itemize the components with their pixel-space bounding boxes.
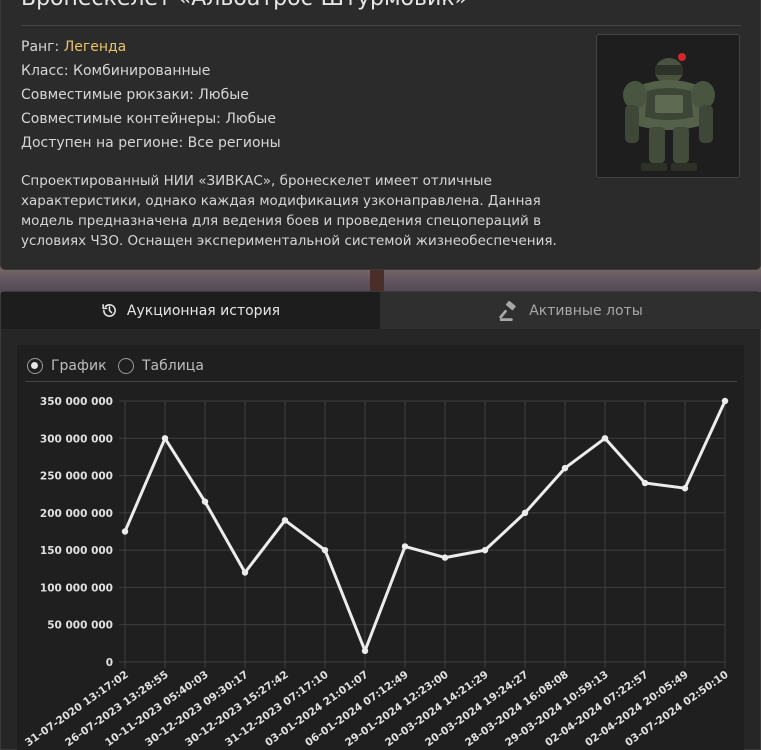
view-chart-label: График bbox=[51, 358, 107, 374]
data-point bbox=[361, 647, 369, 655]
radio-checked-icon bbox=[27, 358, 43, 374]
data-point bbox=[601, 435, 609, 442]
data-point bbox=[521, 509, 529, 517]
item-description: Спроектированный НИИ «ЗИВКАС», бронескел… bbox=[21, 173, 557, 249]
y-tick-label: 300 000 000 bbox=[40, 433, 113, 445]
history-panel: Аукционная история Активные лоты График … bbox=[0, 291, 761, 750]
data-point bbox=[641, 479, 649, 487]
backpacks-row: Совместимые рюкзаки: Любые bbox=[21, 87, 249, 103]
data-point bbox=[321, 546, 329, 554]
tab-active-lots[interactable]: Активные лоты bbox=[380, 292, 761, 329]
view-table-label: Таблица bbox=[142, 358, 204, 374]
view-table-radio[interactable]: Таблица bbox=[118, 358, 204, 374]
background-tower bbox=[370, 263, 384, 293]
history-icon bbox=[102, 304, 116, 317]
data-point bbox=[161, 435, 169, 442]
containers-row: Совместимые контейнеры: Любые bbox=[21, 111, 276, 127]
chart-card: График Таблица 0 50 000 000 100 000 000 150… bbox=[17, 345, 744, 750]
price-history-chart: 0 50 000 000 100 000 000 150 000 000 200 000… bbox=[23, 396, 731, 749]
data-point bbox=[721, 397, 729, 405]
radio-unchecked-icon bbox=[118, 358, 134, 374]
tab-auction-history-label: Аукционная история bbox=[126, 302, 281, 319]
data-point bbox=[121, 528, 129, 535]
tab-auction-history[interactable]: Аукционная история bbox=[1, 292, 380, 329]
data-point bbox=[441, 554, 449, 561]
y-tick-label: 0 bbox=[106, 657, 113, 669]
data-point bbox=[481, 546, 489, 554]
gavel-icon bbox=[499, 300, 516, 321]
item-image bbox=[596, 34, 740, 178]
rank-label: Ранг: bbox=[21, 39, 60, 55]
y-tick-label: 200 000 000 bbox=[40, 508, 113, 520]
data-point bbox=[681, 485, 689, 492]
class-row: Класс: Комбинированные bbox=[21, 63, 211, 79]
view-chart-radio[interactable]: График bbox=[27, 358, 107, 374]
y-tick-label: 150 000 000 bbox=[40, 545, 113, 557]
rank-row: Ранг: Легенда bbox=[21, 39, 126, 55]
item-title: Бронескелет «Альбатрос-Штурмовик» bbox=[21, 0, 468, 11]
y-tick-label: 250 000 000 bbox=[40, 471, 113, 483]
data-point bbox=[281, 517, 289, 524]
data-point bbox=[401, 543, 409, 550]
data-point bbox=[201, 498, 209, 505]
tab-active-lots-label: Активные лоты bbox=[529, 302, 643, 319]
y-tick-label: 50 000 000 bbox=[47, 620, 113, 632]
title-divider bbox=[21, 25, 741, 26]
y-tick-label: 100 000 000 bbox=[40, 582, 113, 594]
data-point bbox=[561, 464, 569, 472]
data-point bbox=[241, 569, 249, 576]
price-line bbox=[123, 400, 727, 653]
radio-divider bbox=[25, 381, 737, 382]
exoskeleton-image bbox=[623, 53, 715, 171]
region-row: Доступен на регионе: Все регионы bbox=[21, 135, 281, 151]
rank-value: Легенда bbox=[63, 39, 127, 55]
y-tick-label: 350 000 000 bbox=[40, 396, 113, 408]
item-info-panel: Бронескелет «Альбатрос-Штурмовик» Ранг: … bbox=[0, 0, 761, 270]
